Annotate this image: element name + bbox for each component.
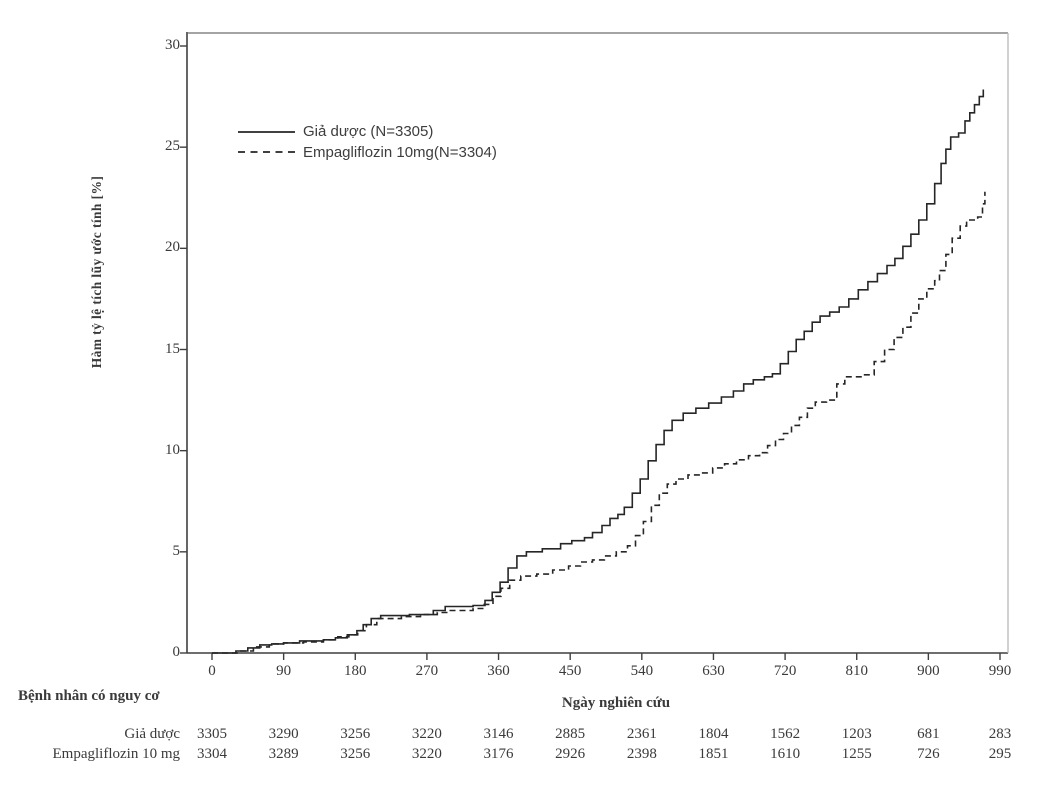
curve-empagliflozin — [212, 191, 986, 654]
risk-count: 3305 — [197, 726, 227, 742]
x-tick-label: 630 — [702, 663, 725, 679]
curve-placebo — [212, 89, 985, 654]
x-tick-label: 90 — [276, 663, 292, 679]
risk-count: 3220 — [411, 726, 442, 742]
y-tick-label: 30 — [165, 37, 180, 53]
risk-count: 3220 — [411, 746, 442, 762]
y-axis-title: Hàm tỷ lệ tích lũy ước tính [%] — [89, 175, 104, 369]
x-tick-label: 720 — [773, 663, 797, 679]
legend-label-empagliflozin: Empagliflozin 10mg(N=3304) — [303, 144, 497, 161]
risk-count: 1255 — [841, 746, 872, 762]
risk-count: 2398 — [626, 746, 657, 762]
x-tick-label: 270 — [415, 663, 439, 679]
x-axis-title: Ngày nghiên cứu — [561, 695, 671, 711]
risk-count: 3146 — [483, 726, 514, 742]
risk-count: 681 — [917, 726, 940, 742]
x-tick-label: 450 — [558, 663, 582, 679]
risk-count: 3290 — [268, 726, 299, 742]
risk-count: 1804 — [698, 726, 729, 742]
risk-count: 1610 — [770, 746, 801, 762]
risk-count: 3289 — [268, 746, 299, 762]
risk-count: 2885 — [555, 726, 586, 742]
risk-row-label-placebo: Giả dược — [124, 726, 180, 742]
risk-count: 1562 — [770, 726, 801, 742]
x-tick-label: 180 — [344, 663, 367, 679]
risk-count: 2926 — [555, 746, 586, 762]
y-tick-label: 10 — [165, 441, 180, 458]
risk-count: 3256 — [340, 746, 371, 762]
x-tick-label: 0 — [208, 663, 216, 679]
risk-count: 295 — [988, 746, 1012, 762]
risk-count: 3304 — [197, 746, 227, 762]
y-tick-label: 15 — [165, 340, 180, 357]
risk-count: 1203 — [841, 726, 872, 742]
y-tick-label: 0 — [172, 644, 181, 660]
risk-row-label-empagliflozin: Empagliflozin 10 mg — [52, 746, 180, 762]
x-tick-label: 810 — [845, 663, 868, 679]
y-tick-label: 25 — [165, 138, 180, 155]
x-tick-label: 900 — [917, 663, 940, 679]
risk-count: 1851 — [698, 746, 729, 762]
risk-count: 726 — [917, 746, 940, 762]
y-tick-label: 20 — [165, 239, 180, 256]
risk-count: 3256 — [340, 726, 371, 742]
risk-table-title: Bệnh nhân có nguy cơ — [18, 688, 160, 704]
risk-count: 283 — [988, 726, 1012, 742]
y-tick-label: 5 — [172, 542, 181, 559]
risk-count: 3176 — [483, 746, 514, 762]
legend-label-placebo: Giả dược (N=3305) — [303, 123, 434, 140]
risk-count: 2361 — [626, 726, 657, 742]
x-tick-label: 540 — [630, 663, 654, 679]
x-tick-label: 990 — [988, 663, 1012, 679]
x-tick-label: 360 — [487, 663, 510, 679]
